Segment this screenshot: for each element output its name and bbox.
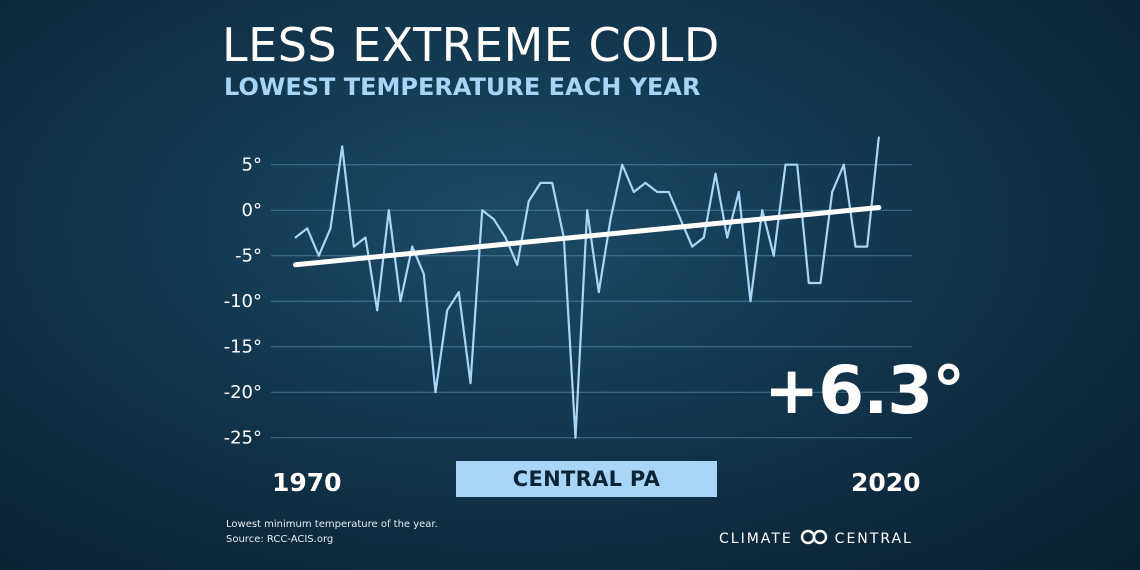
region-label: CENTRAL PA (456, 461, 717, 497)
data-point (399, 300, 402, 303)
x-axis-start-label: 1970 (272, 468, 342, 497)
data-point (819, 282, 822, 284)
data-point (877, 136, 880, 139)
data-point (679, 218, 682, 221)
data-point (831, 191, 834, 193)
temperature-change-label: +6.3° (764, 352, 965, 429)
y-tick-label: -5° (235, 246, 262, 267)
data-point (317, 254, 320, 257)
data-point (644, 181, 647, 184)
data-point (294, 236, 297, 239)
data-point (714, 172, 717, 175)
data-point (551, 181, 554, 184)
y-tick-label: 0° (242, 200, 262, 221)
data-point (761, 209, 764, 212)
data-point (702, 236, 705, 239)
y-tick-label: -10° (224, 291, 262, 312)
data-point (434, 391, 437, 394)
data-point (329, 227, 332, 230)
data-point (726, 236, 729, 239)
data-point (446, 309, 449, 312)
data-point (481, 209, 484, 212)
data-point (387, 209, 390, 212)
data-points (294, 136, 880, 439)
trend-line (293, 204, 882, 268)
chart-title: LESS EXTREME COLD (222, 18, 720, 72)
data-point (691, 245, 694, 248)
data-point (632, 191, 635, 193)
data-point (749, 300, 752, 303)
data-point (737, 191, 740, 193)
data-point (504, 236, 507, 239)
y-tick-label: -20° (224, 382, 262, 403)
data-point (796, 163, 799, 166)
brand-logo: CLIMATE CENTRAL (719, 529, 913, 549)
x-axis-end-label: 2020 (851, 468, 921, 497)
y-tick-label: 5° (242, 155, 262, 176)
data-point (842, 163, 845, 166)
data-point (866, 245, 869, 248)
data-point (539, 181, 542, 184)
data-point (364, 236, 367, 239)
chart-subtitle: LOWEST TEMPERATURE EACH YEAR (224, 73, 701, 101)
infinity-loops-icon (799, 529, 829, 549)
data-point (574, 436, 577, 439)
footnote-description: Lowest minimum temperature of the year. (226, 519, 438, 530)
data-point (516, 263, 519, 266)
data-point (621, 163, 624, 166)
data-point (784, 163, 787, 166)
data-point (306, 227, 309, 230)
data-point (422, 272, 425, 275)
y-tick-label: -15° (224, 337, 262, 358)
data-point (411, 245, 414, 248)
data-point (807, 282, 810, 284)
data-point (772, 254, 775, 257)
data-point (667, 191, 670, 193)
data-point (341, 145, 344, 148)
brand-name-right: CENTRAL (834, 531, 913, 547)
data-point (457, 291, 460, 294)
data-point (609, 218, 612, 221)
data-point (527, 200, 530, 203)
data-point (469, 382, 472, 385)
y-tick-label: -25° (224, 428, 262, 449)
y-axis-tick-labels: 5° 0° -5° -10° -15° -20° -25° (224, 155, 262, 449)
region-label-text: CENTRAL PA (512, 467, 661, 491)
data-point (854, 245, 857, 248)
data-point (376, 309, 379, 312)
data-point (586, 209, 589, 212)
data-point (597, 291, 600, 294)
brand-name-left: CLIMATE (719, 531, 793, 547)
data-point (352, 245, 355, 248)
footnote-source: Source: RCC-ACIS.org (226, 534, 334, 545)
data-point (492, 218, 495, 221)
data-point (656, 191, 659, 193)
